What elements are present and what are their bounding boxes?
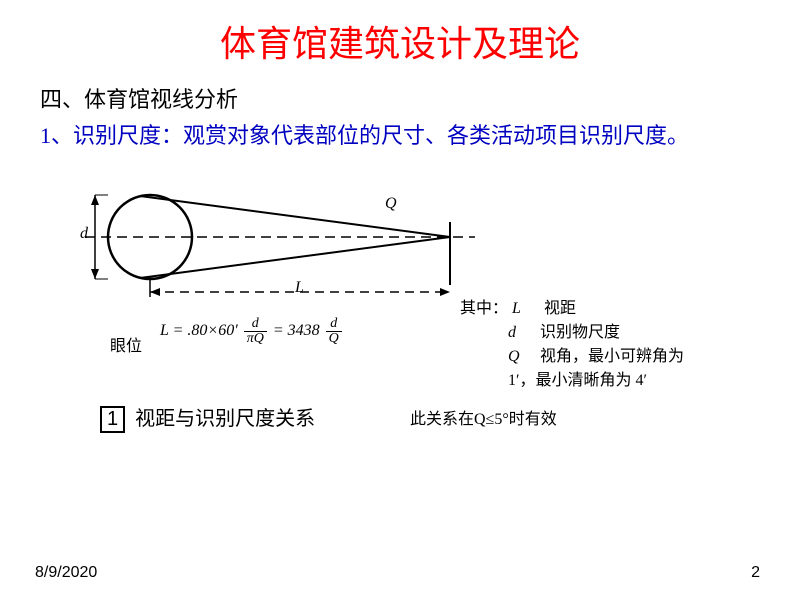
caption-num: 1 — [100, 406, 125, 433]
formula-prefix: 眼位 — [110, 332, 142, 356]
legend-tail: 1′，最小清晰角为 4′ — [460, 369, 684, 393]
formula-mid: = 3438 — [269, 322, 320, 339]
frac-1: dπQ — [244, 317, 267, 346]
frac-2: dQ — [326, 317, 342, 346]
figure-caption: 1 视距与识别尺度关系 — [100, 402, 315, 433]
legend-header: 其中： — [460, 300, 508, 317]
legend-sym-1: d — [508, 321, 536, 345]
formula-eq: = .80×60′ — [169, 322, 238, 339]
legend-row-1: d 识别物尺度 — [460, 321, 684, 345]
label-Q: Q — [385, 195, 397, 213]
legend-desc-1: 识别物尺度 — [540, 324, 620, 341]
footer-date: 8/9/2020 — [35, 564, 97, 582]
caption-text: 视距与识别尺度关系 — [135, 408, 315, 430]
legend-desc-0: 视距 — [544, 300, 576, 317]
legend: 其中： L 视距 d 识别物尺度 Q 视角，最小可辨角为 1′，最小清晰角为 4… — [460, 297, 684, 393]
point-1: 1、识别尺度：观赏对象代表部位的尺寸、各类活动项目识别尺度。 — [40, 119, 760, 152]
section-heading: 四、体育馆视线分析 — [40, 82, 760, 114]
legend-sym-0: L — [512, 297, 540, 321]
figure-note: 此关系在Q≤5°时有效 — [410, 405, 557, 429]
legend-desc-2: 视角，最小可辨角为 — [540, 348, 684, 365]
formula-L: L — [160, 322, 169, 339]
legend-header-row: 其中： L 视距 — [460, 297, 684, 321]
footer-page: 2 — [751, 564, 760, 582]
legend-sym-2: Q — [508, 345, 536, 369]
sightline-figure: Q d L 眼位 L = .80×60′ dπQ = 3438 dQ 其中： L… — [80, 177, 720, 437]
label-L: L — [295, 279, 304, 297]
slide-title: 体育馆建筑设计及理论 — [40, 15, 760, 67]
formula: L = .80×60′ dπQ = 3438 dQ — [160, 317, 344, 346]
label-d: d — [80, 225, 88, 243]
legend-row-2: Q 视角，最小可辨角为 — [460, 345, 684, 369]
